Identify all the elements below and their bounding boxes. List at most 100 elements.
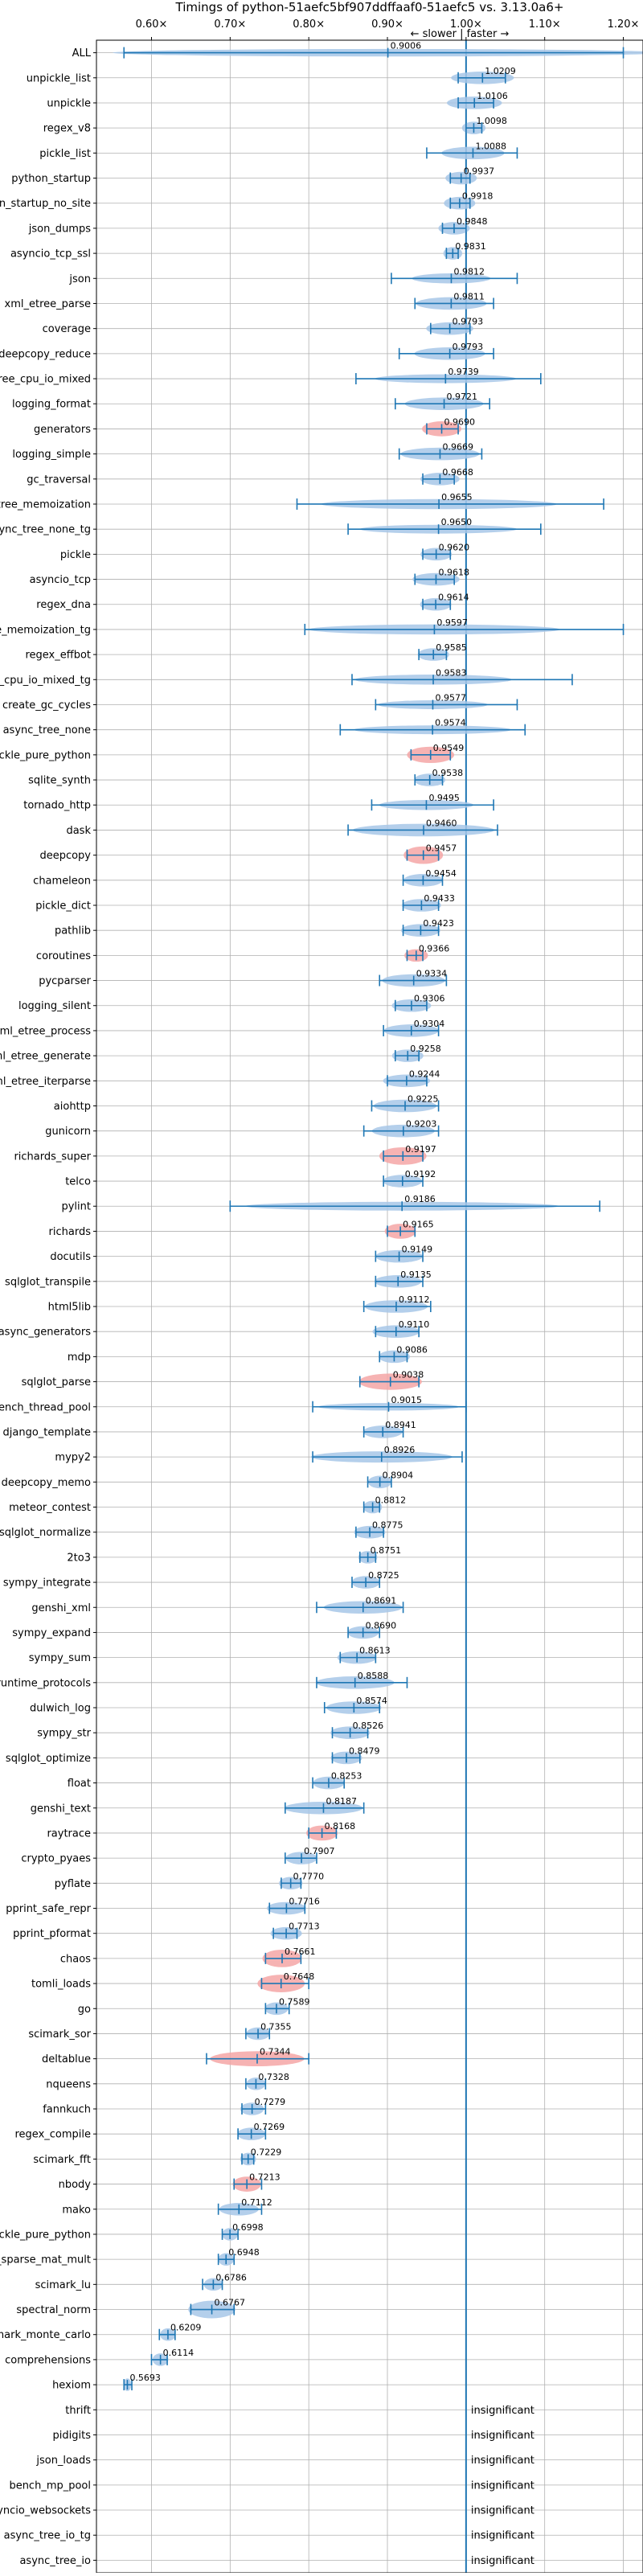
benchmark-label: sympy_sum: [29, 1652, 91, 1664]
mean-value-label: 0.7279: [255, 2097, 286, 2107]
benchmark-label: 2to3: [67, 1552, 91, 1564]
mean-value-label: 0.9433: [424, 893, 455, 904]
benchmark-label: deepcopy: [39, 850, 91, 862]
x-tick-label: 1.20×: [608, 18, 640, 31]
mean-value-label: 0.8253: [331, 1771, 362, 1782]
mean-value-label: 0.9086: [396, 1344, 428, 1355]
mean-value-label: 0.9574: [435, 718, 466, 728]
mean-value-label: 0.8187: [326, 1796, 357, 1807]
mean-value-label: 0.6767: [215, 2298, 246, 2308]
benchmark-label: typing_runtime_protocols: [0, 1677, 91, 1689]
insignificant-label: insignificant: [471, 2430, 534, 2442]
mean-value-label: 0.8613: [359, 1646, 391, 1656]
mean-value-label: 0.9454: [425, 868, 457, 879]
x-tick-label: 1.00×: [450, 18, 482, 31]
benchmark-label: genshi_text: [31, 1803, 91, 1815]
mean-value-label: 0.9112: [399, 1294, 430, 1305]
benchmark-label: logging_format: [12, 399, 91, 411]
mean-value-label: 0.8526: [353, 1721, 384, 1731]
benchmark-label: dulwich_log: [30, 1703, 91, 1715]
benchmark-label: sympy_expand: [12, 1627, 91, 1639]
benchmark-label: regex_effbot: [25, 650, 91, 662]
benchmark-label: float: [68, 1778, 91, 1790]
benchmark-label: regex_compile: [14, 2129, 91, 2141]
mean-value-label: 0.7328: [258, 2072, 289, 2082]
benchmark-label: pylint: [61, 1201, 91, 1213]
benchmark-label: pickle_dict: [35, 900, 91, 912]
benchmark-label: create_gc_cycles: [2, 699, 91, 712]
benchmark-label: generators: [34, 424, 91, 436]
benchmark-label: deepcopy_reduce: [0, 348, 91, 360]
mean-value-label: 0.8941: [385, 1420, 416, 1430]
benchmark-label: pycparser: [39, 975, 91, 987]
benchmark-label: pathlib: [55, 925, 91, 937]
mean-value-label: 0.9495: [428, 793, 460, 803]
mean-value-label: 0.9577: [435, 692, 466, 703]
mean-value-label: 0.9690: [444, 416, 476, 427]
mean-value-label: 0.9669: [442, 442, 473, 453]
mean-value-label: 0.6998: [232, 2222, 264, 2233]
mean-value-label: 0.6786: [215, 2272, 247, 2283]
mean-value-label: 0.9149: [402, 1245, 432, 1255]
benchmark-label: asyncio_websockets: [0, 2505, 91, 2517]
benchmark-label: scimark_fft: [33, 2154, 91, 2166]
mean-value-label: 0.9015: [391, 1395, 422, 1405]
mean-value-label: 0.9457: [426, 843, 457, 854]
mean-value-label: 0.9225: [408, 1093, 439, 1104]
benchmark-label: pidigits: [53, 2430, 92, 2442]
mean-value-label: 0.8926: [384, 1445, 416, 1455]
benchmark-label: sqlglot_optimize: [6, 1753, 91, 1765]
benchmark-label: nbody: [59, 2179, 92, 2191]
benchmark-label: json: [68, 273, 91, 285]
mean-value-label: 0.7589: [279, 1996, 310, 2007]
mean-value-label: 0.8168: [325, 1821, 356, 1832]
mean-value-label: 0.9165: [403, 1219, 434, 1229]
mean-value-label: 0.9793: [453, 317, 484, 327]
x-tick-label: 1.10×: [529, 18, 561, 31]
mean-value-label: 0.6114: [163, 2348, 195, 2358]
benchmark-label: ALL: [72, 47, 92, 59]
benchmark-label: django_template: [3, 1426, 91, 1438]
mean-value-label: 0.7229: [251, 2147, 282, 2157]
benchmark-label: genshi_xml: [31, 1602, 91, 1614]
mean-value-label: 0.9244: [409, 1069, 440, 1079]
mean-value-label: 0.5693: [129, 2373, 161, 2383]
mean-value-label: 0.9585: [436, 642, 467, 653]
mean-value-label: 0.7713: [289, 1922, 320, 1932]
mean-value-label: 0.9423: [423, 918, 454, 929]
benchmark-label: sqlglot_transpile: [5, 1276, 91, 1288]
mean-value-label: 0.9538: [432, 768, 464, 778]
benchmark-label: json_loads: [35, 2455, 91, 2467]
benchmark-label: xml_etree_generate: [0, 1051, 91, 1063]
benchmark-label: gc_traversal: [27, 474, 91, 486]
benchmark-label: json_dumps: [28, 223, 91, 235]
benchmark-label: pprint_pformat: [13, 1928, 91, 1940]
mean-value-label: 0.9597: [436, 617, 468, 628]
mean-value-label: 0.6948: [228, 2247, 260, 2258]
benchmark-label: thrift: [65, 2405, 91, 2417]
mean-value-label: 0.9258: [410, 1044, 441, 1054]
benchmark-label: go: [78, 2004, 91, 2016]
mean-value-label: 0.7213: [249, 2172, 281, 2183]
benchmark-label: docutils: [50, 1251, 91, 1263]
benchmark-label: unpickle_pure_python: [0, 2229, 91, 2241]
mean-value-label: 0.9793: [453, 342, 484, 352]
mean-value-label: 0.8574: [356, 1696, 387, 1706]
benchmark-label: scimark_lu: [35, 2279, 91, 2291]
benchmark-label: mdp: [68, 1352, 91, 1364]
benchmark-label: pyflate: [55, 1878, 91, 1890]
benchmark-label: richards_super: [14, 1151, 91, 1163]
benchmark-label: scimark_sor: [28, 2028, 91, 2041]
benchmark-label: asyncio_tcp: [30, 574, 91, 586]
mean-value-label: 0.8725: [368, 1570, 399, 1581]
benchmark-label: deepcopy_memo: [2, 1477, 91, 1489]
mean-value-label: 0.9192: [405, 1169, 436, 1179]
mean-value-label: 0.9186: [404, 1194, 436, 1204]
benchmark-label: logging_silent: [18, 1000, 91, 1012]
benchmark-label: async_tree_none_tg: [0, 524, 91, 536]
benchmark-label: sqlite_synth: [28, 775, 91, 787]
benchmark-label: mypy2: [55, 1452, 91, 1464]
chart-marks: 0.9006 1.0209 1.0106 1.0098 1.0088 0.9937 0.99…: [113, 40, 643, 2573]
